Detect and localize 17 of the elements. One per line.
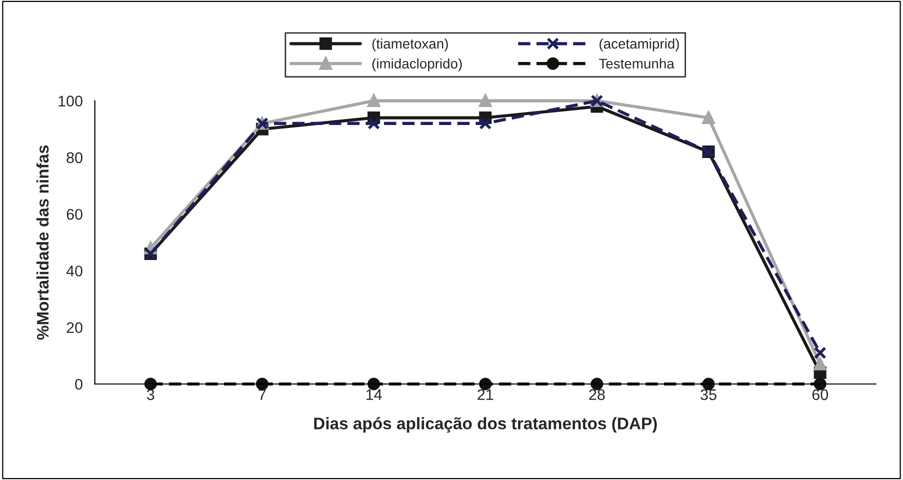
legend-label: Testemunha [599,58,674,69]
y-tick-label: 60 [66,208,82,220]
legend-label: (tiametoxan) [372,38,448,52]
legend-label: (imidacloprido) [372,58,462,72]
x-tick-label: 60 [812,389,828,400]
x-tick-label: 21 [478,389,494,400]
y-tick-label: 100 [58,96,82,106]
legend-label: (acetamiprid) [600,38,679,52]
y-tick-label: 20 [66,322,82,334]
y-axis-title: %Mortalidade das ninfas [36,145,49,340]
y-tick-label: 40 [66,266,82,276]
x-tick-label: 35 [700,389,716,400]
x-tick-label: 28 [589,389,605,400]
x-axis-title: Dias após aplicação dos tratamentos (DAP) [314,416,657,433]
y-tick-label: 80 [66,152,82,164]
y-tick-label: 0 [75,378,82,390]
x-tick-label: 14 [366,389,382,400]
